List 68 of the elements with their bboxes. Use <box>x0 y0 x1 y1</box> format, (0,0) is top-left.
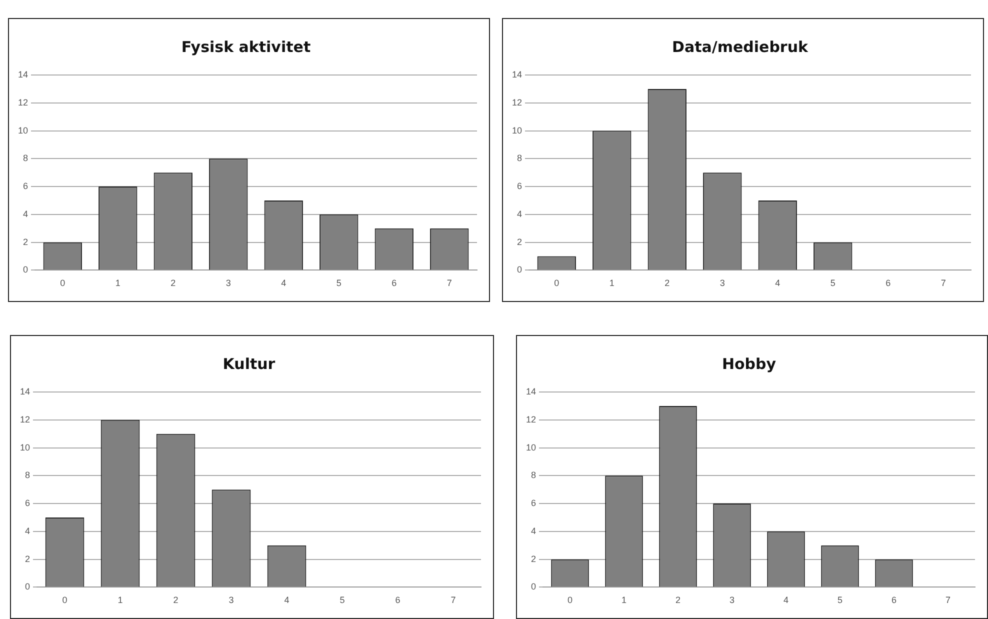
y-tick-label: 2 <box>516 236 522 247</box>
x-tick-label: 6 <box>395 595 400 606</box>
y-tick-label: 4 <box>24 526 30 536</box>
x-tick-label: 2 <box>173 595 178 606</box>
y-tick-label: 4 <box>530 526 536 536</box>
x-tick-label: 4 <box>775 278 780 288</box>
y-tick-label: 6 <box>24 498 30 508</box>
x-tick-label: 4 <box>783 595 789 606</box>
y-tick-label: 8 <box>24 470 30 480</box>
y-tick-label: 2 <box>22 236 28 247</box>
x-tick-label: 0 <box>568 595 573 606</box>
y-tick-label: 14 <box>18 69 28 80</box>
y-tick-label: 4 <box>516 208 522 219</box>
x-tick-label: 6 <box>891 595 897 606</box>
x-tick-label: 2 <box>170 278 176 288</box>
y-tick-label: 12 <box>20 414 30 424</box>
x-tick-label: 0 <box>554 278 560 288</box>
chart-title: Fysisk aktivitet <box>181 38 311 56</box>
y-tick-label: 6 <box>22 181 28 192</box>
y-tick-label: 6 <box>530 498 536 508</box>
x-tick-label: 5 <box>830 278 836 288</box>
y-tick-label: 12 <box>526 414 536 424</box>
x-tick-label: 7 <box>450 595 456 606</box>
y-tick-label: 10 <box>18 125 28 136</box>
x-tick-label: 6 <box>886 278 891 288</box>
y-tick-label: 10 <box>526 442 536 452</box>
x-tick-label: 5 <box>837 595 843 606</box>
y-tick-label: 6 <box>516 181 522 192</box>
x-tick-label: 5 <box>340 595 345 606</box>
y-tick-label: 12 <box>512 97 522 108</box>
y-tick-label: 0 <box>22 264 28 275</box>
x-tick-label: 1 <box>115 278 120 288</box>
y-tick-label: 10 <box>20 442 30 452</box>
x-tick-label: 1 <box>609 278 614 288</box>
x-tick-label: 4 <box>284 595 290 606</box>
x-tick-label: 6 <box>392 278 397 288</box>
y-tick-label: 14 <box>526 386 536 396</box>
y-tick-label: 12 <box>18 97 28 108</box>
x-tick-label: 1 <box>118 595 123 606</box>
chart-title: Data/mediebruk <box>672 38 810 56</box>
y-tick-label: 2 <box>530 554 536 564</box>
x-tick-label: 2 <box>664 278 670 288</box>
x-tick-label: 0 <box>62 595 68 606</box>
y-tick-label: 4 <box>22 208 28 219</box>
y-tick-label: 8 <box>530 470 536 480</box>
y-tick-label: 2 <box>24 554 30 564</box>
x-tick-label: 7 <box>940 278 946 288</box>
y-tick-label: 8 <box>22 153 28 164</box>
x-tick-label: 3 <box>730 595 735 606</box>
y-tick-label: 8 <box>516 153 522 164</box>
x-tick-label: 3 <box>228 595 234 606</box>
y-tick-label: 0 <box>516 264 522 275</box>
x-tick-label: 7 <box>446 278 452 288</box>
x-tick-label: 3 <box>226 278 231 288</box>
x-tick-label: 0 <box>60 278 66 288</box>
y-tick-label: 0 <box>530 582 536 592</box>
chart-title: Hobby <box>722 354 776 373</box>
chart-title: Kultur <box>222 354 276 373</box>
y-tick-label: 14 <box>20 386 30 396</box>
x-tick-label: 7 <box>945 595 951 606</box>
y-tick-label: 0 <box>24 582 30 592</box>
y-tick-label: 14 <box>512 69 522 80</box>
x-tick-label: 2 <box>676 595 681 606</box>
x-tick-label: 3 <box>720 278 725 288</box>
x-tick-label: 5 <box>336 278 342 288</box>
x-tick-label: 4 <box>281 278 286 288</box>
y-tick-label: 10 <box>512 125 522 136</box>
x-tick-label: 1 <box>622 595 627 606</box>
